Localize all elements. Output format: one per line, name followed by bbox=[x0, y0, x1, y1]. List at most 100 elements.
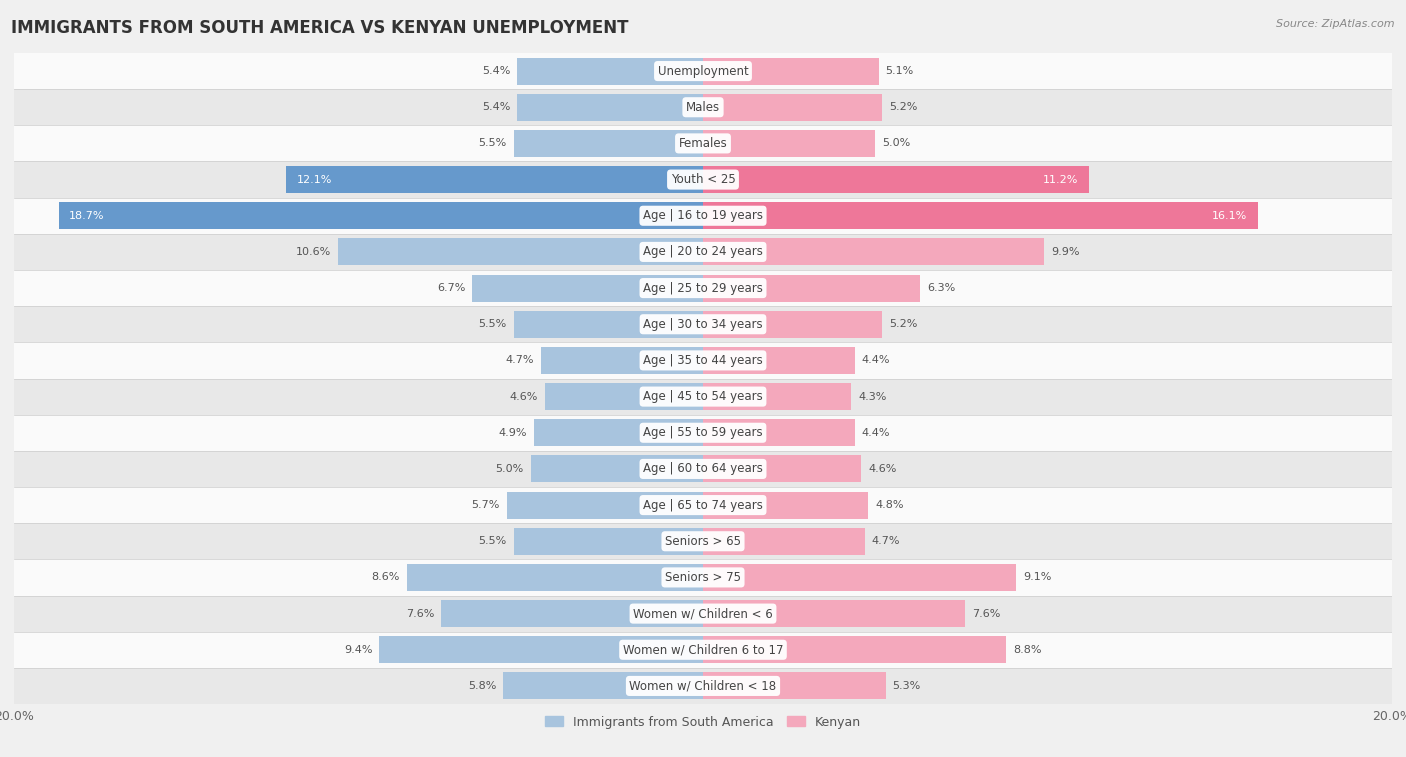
Bar bbox=[703, 166, 1088, 193]
Bar bbox=[703, 491, 869, 519]
Text: 12.1%: 12.1% bbox=[297, 175, 332, 185]
FancyBboxPatch shape bbox=[14, 559, 1392, 596]
FancyBboxPatch shape bbox=[14, 668, 1392, 704]
Bar bbox=[703, 528, 865, 555]
Text: Age | 65 to 74 years: Age | 65 to 74 years bbox=[643, 499, 763, 512]
Text: Age | 30 to 34 years: Age | 30 to 34 years bbox=[643, 318, 763, 331]
Text: 5.8%: 5.8% bbox=[468, 681, 496, 691]
Text: Age | 60 to 64 years: Age | 60 to 64 years bbox=[643, 463, 763, 475]
Bar bbox=[703, 238, 1045, 266]
Text: 10.6%: 10.6% bbox=[295, 247, 330, 257]
Bar bbox=[703, 202, 1257, 229]
Bar bbox=[503, 672, 703, 699]
Text: Source: ZipAtlas.com: Source: ZipAtlas.com bbox=[1277, 19, 1395, 29]
Text: 5.3%: 5.3% bbox=[893, 681, 921, 691]
FancyBboxPatch shape bbox=[14, 487, 1392, 523]
Text: 9.9%: 9.9% bbox=[1050, 247, 1080, 257]
Text: 5.0%: 5.0% bbox=[496, 464, 524, 474]
Legend: Immigrants from South America, Kenyan: Immigrants from South America, Kenyan bbox=[540, 711, 866, 734]
Bar bbox=[703, 419, 855, 447]
Text: 11.2%: 11.2% bbox=[1043, 175, 1078, 185]
Text: 6.7%: 6.7% bbox=[437, 283, 465, 293]
FancyBboxPatch shape bbox=[14, 451, 1392, 487]
Bar bbox=[517, 94, 703, 121]
Text: 4.4%: 4.4% bbox=[862, 428, 890, 438]
Bar bbox=[703, 600, 965, 627]
Bar bbox=[513, 130, 703, 157]
Bar bbox=[534, 419, 703, 447]
Text: 4.4%: 4.4% bbox=[862, 356, 890, 366]
FancyBboxPatch shape bbox=[14, 306, 1392, 342]
Text: 4.3%: 4.3% bbox=[858, 391, 886, 401]
Bar bbox=[287, 166, 703, 193]
Text: Youth < 25: Youth < 25 bbox=[671, 173, 735, 186]
Bar bbox=[337, 238, 703, 266]
Text: 5.4%: 5.4% bbox=[482, 102, 510, 112]
Text: Seniors > 75: Seniors > 75 bbox=[665, 571, 741, 584]
Text: 7.6%: 7.6% bbox=[972, 609, 1000, 618]
Text: 7.6%: 7.6% bbox=[406, 609, 434, 618]
Text: Age | 20 to 24 years: Age | 20 to 24 years bbox=[643, 245, 763, 258]
Text: 5.2%: 5.2% bbox=[889, 319, 917, 329]
Text: 4.7%: 4.7% bbox=[872, 536, 900, 547]
Text: 4.6%: 4.6% bbox=[509, 391, 537, 401]
Text: 5.5%: 5.5% bbox=[478, 319, 506, 329]
Text: Unemployment: Unemployment bbox=[658, 64, 748, 77]
Text: IMMIGRANTS FROM SOUTH AMERICA VS KENYAN UNEMPLOYMENT: IMMIGRANTS FROM SOUTH AMERICA VS KENYAN … bbox=[11, 19, 628, 37]
Text: 5.7%: 5.7% bbox=[471, 500, 499, 510]
Bar bbox=[703, 310, 882, 338]
Text: Age | 16 to 19 years: Age | 16 to 19 years bbox=[643, 209, 763, 223]
FancyBboxPatch shape bbox=[14, 53, 1392, 89]
Text: 4.6%: 4.6% bbox=[869, 464, 897, 474]
Bar bbox=[703, 636, 1007, 663]
Text: 9.1%: 9.1% bbox=[1024, 572, 1052, 582]
Bar bbox=[703, 347, 855, 374]
Bar bbox=[513, 528, 703, 555]
Text: 5.2%: 5.2% bbox=[889, 102, 917, 112]
Bar bbox=[703, 564, 1017, 591]
FancyBboxPatch shape bbox=[14, 342, 1392, 378]
Text: 8.8%: 8.8% bbox=[1012, 645, 1042, 655]
FancyBboxPatch shape bbox=[14, 596, 1392, 631]
Bar bbox=[441, 600, 703, 627]
Bar bbox=[517, 58, 703, 85]
FancyBboxPatch shape bbox=[14, 631, 1392, 668]
FancyBboxPatch shape bbox=[14, 415, 1392, 451]
Text: Age | 25 to 29 years: Age | 25 to 29 years bbox=[643, 282, 763, 294]
Bar bbox=[703, 94, 882, 121]
Text: Age | 45 to 54 years: Age | 45 to 54 years bbox=[643, 390, 763, 403]
Bar bbox=[506, 491, 703, 519]
Text: 8.6%: 8.6% bbox=[371, 572, 399, 582]
Text: Seniors > 65: Seniors > 65 bbox=[665, 534, 741, 548]
Bar bbox=[472, 275, 703, 301]
Bar bbox=[703, 275, 920, 301]
Text: Females: Females bbox=[679, 137, 727, 150]
FancyBboxPatch shape bbox=[14, 198, 1392, 234]
FancyBboxPatch shape bbox=[14, 270, 1392, 306]
Text: 4.9%: 4.9% bbox=[499, 428, 527, 438]
Text: 5.5%: 5.5% bbox=[478, 139, 506, 148]
Bar bbox=[541, 347, 703, 374]
Text: 5.1%: 5.1% bbox=[886, 66, 914, 76]
Bar bbox=[531, 456, 703, 482]
Text: 5.5%: 5.5% bbox=[478, 536, 506, 547]
Text: Women w/ Children 6 to 17: Women w/ Children 6 to 17 bbox=[623, 643, 783, 656]
Bar bbox=[703, 672, 886, 699]
FancyBboxPatch shape bbox=[14, 126, 1392, 161]
Text: 5.4%: 5.4% bbox=[482, 66, 510, 76]
Bar bbox=[59, 202, 703, 229]
Bar bbox=[406, 564, 703, 591]
FancyBboxPatch shape bbox=[14, 523, 1392, 559]
Text: Women w/ Children < 6: Women w/ Children < 6 bbox=[633, 607, 773, 620]
Text: 4.8%: 4.8% bbox=[875, 500, 904, 510]
Bar bbox=[380, 636, 703, 663]
Text: 9.4%: 9.4% bbox=[344, 645, 373, 655]
FancyBboxPatch shape bbox=[14, 234, 1392, 270]
FancyBboxPatch shape bbox=[14, 89, 1392, 126]
Bar bbox=[544, 383, 703, 410]
Bar bbox=[703, 456, 862, 482]
Text: Age | 35 to 44 years: Age | 35 to 44 years bbox=[643, 354, 763, 367]
Text: Males: Males bbox=[686, 101, 720, 114]
Bar bbox=[703, 383, 851, 410]
Bar bbox=[703, 130, 875, 157]
